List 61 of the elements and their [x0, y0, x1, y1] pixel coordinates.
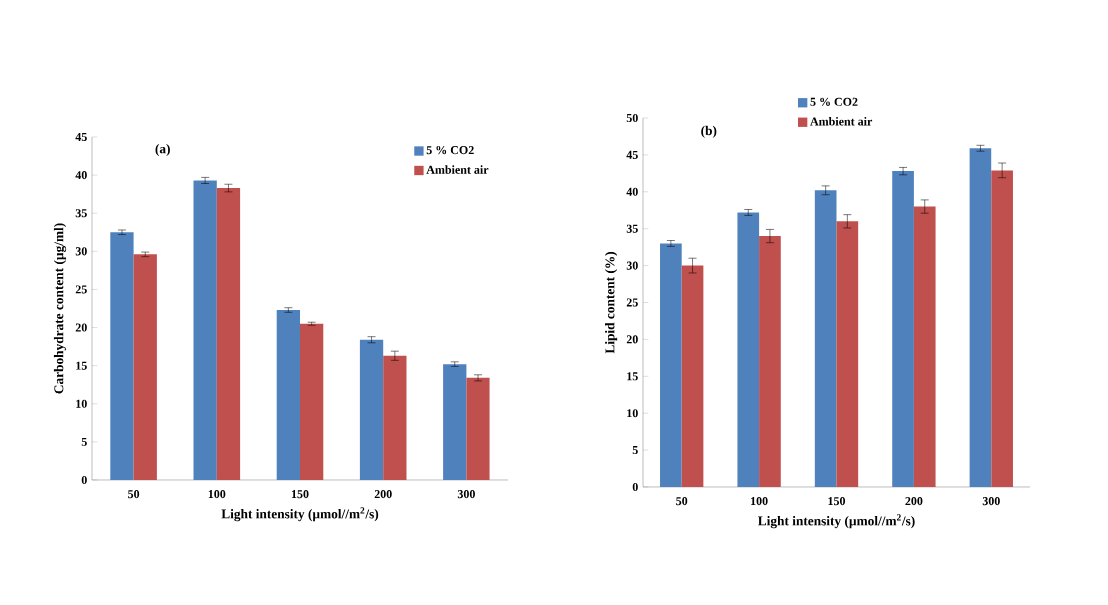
- y-axis-title: Lipid content (%): [605, 251, 618, 354]
- y-tick-label: 5: [81, 437, 87, 446]
- y-tick-label: 5: [632, 446, 638, 455]
- x-tick-label: 300: [982, 497, 1000, 506]
- x-axis-title: Light intensity (µmol//m$^{2}$/s): [758, 514, 915, 529]
- y-tick-label: 15: [76, 361, 87, 370]
- y-tick-label: 30: [626, 261, 638, 270]
- text: (b): [701, 125, 717, 138]
- x-tick-label: 50: [676, 497, 688, 506]
- y-tick-label: 35: [75, 209, 87, 218]
- bar: [759, 236, 781, 487]
- y-tick-label: 25: [626, 298, 638, 307]
- bar: [836, 221, 859, 487]
- y-tick-label: 50: [626, 113, 638, 123]
- bar: [969, 148, 992, 487]
- x-tick-label: 200: [374, 490, 392, 499]
- bar: [913, 206, 936, 487]
- y-tick-label: 25: [75, 285, 87, 294]
- x-tick-label: 300: [457, 490, 475, 499]
- bar: [737, 212, 760, 487]
- legend-label: Ambient air: [426, 165, 489, 174]
- bar: [466, 377, 490, 480]
- x-tick-label: 50: [128, 490, 140, 499]
- y-tick-label: 30: [75, 247, 87, 256]
- x-tick-label: 150: [291, 490, 309, 499]
- bar: [133, 254, 157, 480]
- y-axis-title: Carbohydrate content (µg/ml): [53, 223, 67, 394]
- bar: [216, 188, 241, 480]
- y-tick-label: 0: [81, 475, 87, 485]
- bar: [892, 171, 914, 487]
- y-tick-label: 20: [626, 335, 638, 344]
- x-tick-label: 150: [828, 497, 846, 506]
- y-tick-label: 20: [75, 323, 87, 332]
- legend-label: Ambient air: [810, 117, 873, 126]
- y-tick-label: 10: [627, 409, 638, 418]
- bar: [660, 243, 682, 487]
- chart-title: (a): [155, 143, 170, 157]
- bar: [814, 190, 837, 487]
- y-tick-label: 10: [76, 399, 87, 408]
- x-axis-title: Light intensity (µmol//m$^{2}$/s): [221, 507, 379, 522]
- legend-label: 5 % CO2: [810, 97, 858, 106]
- legend-label: 5 % CO2: [426, 146, 474, 155]
- bar: [383, 355, 407, 480]
- x-tick-label: 100: [751, 497, 768, 506]
- bar: [300, 323, 324, 480]
- y-tick-label: 40: [75, 171, 87, 180]
- y-tick-label: 15: [627, 372, 638, 381]
- bar: [681, 265, 704, 487]
- y-tick-label: 45: [626, 150, 638, 159]
- x-tick-label: 100: [208, 490, 226, 499]
- bar: [110, 232, 134, 480]
- y-tick-label: 35: [626, 224, 638, 233]
- bar: [193, 180, 217, 480]
- y-tick-label: 0: [632, 482, 638, 492]
- bar: [359, 339, 384, 480]
- y-tick-label: 45: [75, 132, 87, 142]
- y-tick-label: 40: [626, 187, 638, 196]
- bar: [276, 310, 300, 480]
- bar: [443, 364, 467, 480]
- bar: [991, 170, 1013, 487]
- x-tick-label: 200: [905, 497, 923, 506]
